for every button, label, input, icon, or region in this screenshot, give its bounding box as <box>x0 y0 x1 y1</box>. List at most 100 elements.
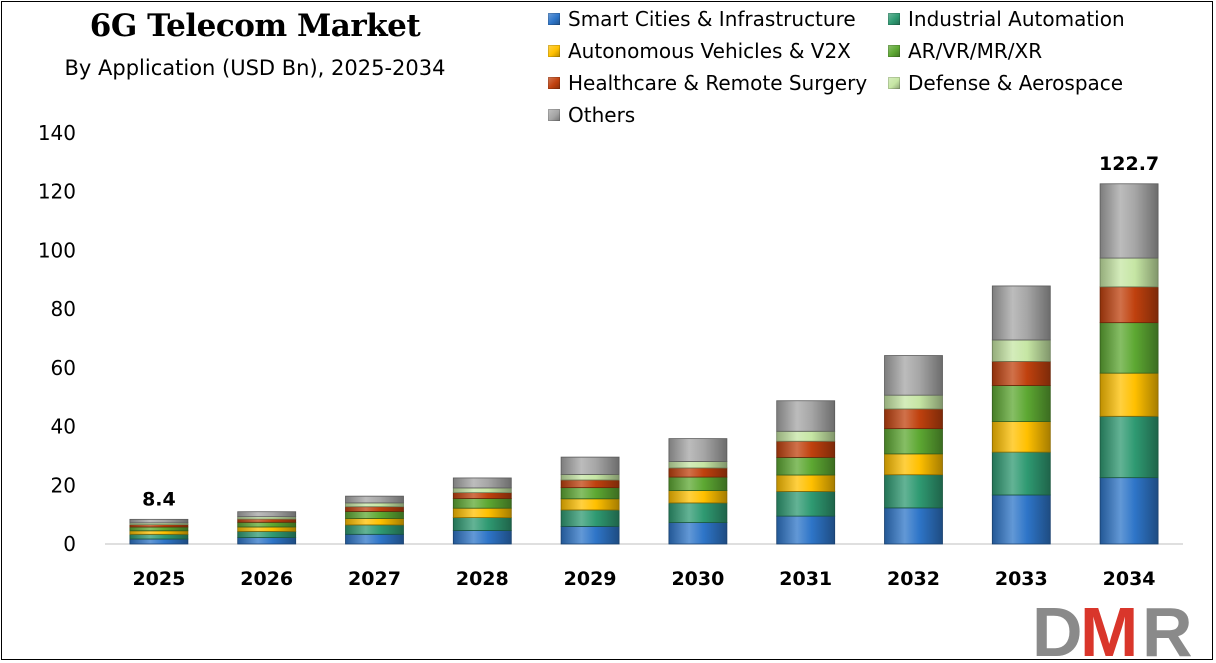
bar-segment <box>776 491 836 517</box>
bar-segment <box>668 490 728 504</box>
bar-segment <box>776 456 836 476</box>
logo-m: M <box>1080 598 1138 660</box>
bar-segment <box>452 477 512 489</box>
legend-label: Industrial Automation <box>908 7 1125 31</box>
bar-segment <box>1099 183 1159 259</box>
x-tick-label: 2032 <box>887 568 940 590</box>
bar-segment <box>237 521 297 528</box>
bar-segment <box>991 360 1051 386</box>
x-tick-label: 2033 <box>995 568 1048 590</box>
chart-title: 6G Telecom Market <box>89 8 421 44</box>
bar-segment <box>776 474 836 492</box>
bar-stack-2027 <box>345 495 404 545</box>
bar-segment <box>991 494 1051 545</box>
bar-stack-2031 <box>776 400 836 545</box>
bar-stack-2033 <box>991 285 1051 545</box>
bar-segment <box>1099 372 1159 417</box>
x-tick-label: 2026 <box>240 568 293 590</box>
legend-swatch <box>548 109 560 121</box>
bar-segment <box>884 453 943 476</box>
bar-segment <box>884 355 943 396</box>
bar-segment <box>452 507 512 518</box>
legend-item: Smart Cities & Infrastructure <box>548 5 856 33</box>
bar-segment <box>668 522 728 545</box>
y-tick-label: 0 <box>63 532 76 556</box>
bar-segment <box>560 498 620 511</box>
bar-segment <box>560 487 620 500</box>
bar-segment <box>1099 322 1159 374</box>
bar-segment <box>345 502 404 508</box>
bar-segment <box>776 440 836 458</box>
bar-segment <box>560 509 620 527</box>
bar-segment <box>237 526 297 532</box>
axis-layer: 0 20 40 60 80 100 120 140 2025 2026 2027 2028 2029 20… <box>38 121 1183 590</box>
chart-legend: Smart Cities & Infrastructure Industrial … <box>548 5 1188 135</box>
data-label-total: 122.7 <box>1099 153 1159 175</box>
legend-item: AR/VR/MR/XR <box>888 37 1042 65</box>
x-tick-label: 2025 <box>132 568 185 590</box>
bar-segment <box>668 467 728 478</box>
legend-item: Autonomous Vehicles & V2X <box>548 37 851 65</box>
x-tick-label: 2031 <box>779 568 832 590</box>
bar-segment <box>668 476 728 491</box>
y-tick-label: 40 <box>51 415 76 439</box>
bar-segment <box>129 533 189 540</box>
bar-segment <box>452 530 512 545</box>
bar-segment <box>237 530 297 538</box>
legend-swatch <box>548 13 560 25</box>
legend-swatch <box>888 13 900 25</box>
y-tick-label: 120 <box>38 180 76 204</box>
legend-label: Others <box>568 103 636 127</box>
bar-segment <box>668 438 728 462</box>
legend-item: Defense & Aerospace <box>888 69 1123 97</box>
bar-segment <box>129 530 189 535</box>
bar-segment <box>345 495 404 504</box>
legend-label: Smart Cities & Infrastructure <box>568 7 856 31</box>
bar-segment <box>129 518 189 524</box>
bar-segment <box>237 518 297 523</box>
labels-layer: 8.4 122.7 <box>142 153 1159 511</box>
bar-segment <box>129 526 189 532</box>
logo-d: D <box>1032 598 1083 660</box>
bar-segment <box>1099 257 1159 288</box>
bar-segment <box>345 511 404 519</box>
bar-segment <box>1099 415 1159 479</box>
bar-segment <box>237 537 297 545</box>
legend-label: Healthcare & Remote Surgery <box>568 71 868 95</box>
bar-segment <box>991 339 1051 362</box>
legend-swatch <box>548 45 560 57</box>
bar-segment <box>560 474 620 481</box>
y-tick-label: 100 <box>38 238 76 262</box>
bar-segment <box>452 498 512 509</box>
legend-swatch <box>548 77 560 89</box>
bar-segment <box>237 511 297 518</box>
bar-segment <box>991 385 1051 422</box>
y-tick-label: 140 <box>38 121 76 145</box>
bar-segment <box>991 421 1051 453</box>
legend-item: Industrial Automation <box>888 5 1125 33</box>
bar-segment <box>884 394 943 410</box>
bar-segment <box>776 400 836 432</box>
legend-swatch <box>888 45 900 57</box>
bar-stack-2032 <box>884 355 943 545</box>
bar-segment <box>345 524 404 535</box>
x-tick-label: 2030 <box>671 568 724 590</box>
bar-segment <box>884 474 943 509</box>
bars-layer <box>129 183 1159 545</box>
bar-segment <box>345 506 404 512</box>
bar-stack-2028 <box>452 477 512 545</box>
legend-label: Defense & Aerospace <box>908 71 1124 95</box>
bar-segment <box>884 507 943 545</box>
legend-label: Autonomous Vehicles & V2X <box>568 39 851 63</box>
bar-segment <box>776 430 836 442</box>
bar-segment <box>560 456 620 475</box>
legend-label: AR/VR/MR/XR <box>908 39 1043 63</box>
legend-swatch <box>888 77 900 89</box>
x-tick-label: 2029 <box>564 568 617 590</box>
dmr-logo: D M R <box>1032 598 1193 660</box>
data-label-total: 8.4 <box>142 488 176 510</box>
y-tick-label: 60 <box>51 356 76 380</box>
bar-segment <box>668 502 728 523</box>
y-tick-label: 20 <box>51 473 76 497</box>
